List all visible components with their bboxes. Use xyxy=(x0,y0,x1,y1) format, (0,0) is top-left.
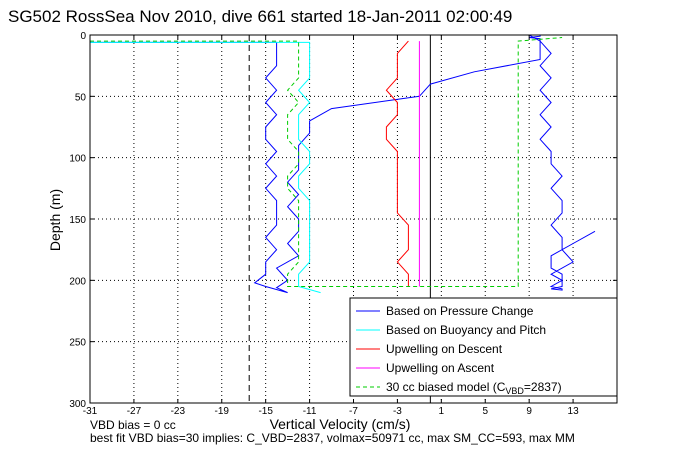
y-tick-label: 0 xyxy=(80,31,86,42)
y-tick-label: 300 xyxy=(69,399,86,410)
x-tick-label: 1 xyxy=(439,406,445,417)
legend-label: Upwelling on Descent xyxy=(386,342,503,356)
series-group xyxy=(90,35,596,294)
legend-label: Upwelling on Ascent xyxy=(386,361,495,375)
series-line-5 xyxy=(90,37,563,287)
x-tick-label: -23 xyxy=(171,406,186,417)
x-tick-label: -3 xyxy=(393,406,402,417)
legend-box xyxy=(349,297,618,397)
y-tick-label: 200 xyxy=(69,276,86,287)
x-tick-label: -7 xyxy=(349,406,358,417)
x-tick-label: -11 xyxy=(303,406,317,417)
y-tick-label: 50 xyxy=(75,92,87,103)
legend-label: 30 cc biased model (CVBD=2837) xyxy=(386,380,562,396)
series-line-3 xyxy=(385,40,409,287)
x-tick-label: 5 xyxy=(482,406,488,417)
x-tick-label: -19 xyxy=(215,406,230,417)
legend-label: Based on Pressure Change xyxy=(386,304,534,318)
footer-bias-line: VBD bias = 0 cc xyxy=(90,418,176,432)
y-axis-label: Depth (m) xyxy=(47,189,63,251)
x-tick-label: 13 xyxy=(568,406,580,417)
chart-title: SG502 RossSea Nov 2010, dive 661 started… xyxy=(8,7,512,26)
legend-label: Based on Buoyancy and Pitch xyxy=(386,323,546,337)
legend: Based on Pressure Change Based on Buoyanc… xyxy=(349,297,618,397)
y-tick-label: 250 xyxy=(69,338,86,349)
x-tick-label: 9 xyxy=(526,406,532,417)
x-tick-label: -15 xyxy=(258,406,273,417)
series-line-1 xyxy=(90,35,596,294)
x-tick-label: -31 xyxy=(83,406,98,417)
y-tick-label: 150 xyxy=(69,215,86,226)
y-tick-label: 100 xyxy=(69,154,86,165)
footer-bestfit-line: best fit VBD bias=30 implies: C_VBD=2837… xyxy=(90,431,575,445)
x-axis-label: Vertical Velocity (cm/s) xyxy=(270,416,411,432)
x-tick-label: -27 xyxy=(127,406,142,417)
series-line-2 xyxy=(90,41,321,294)
